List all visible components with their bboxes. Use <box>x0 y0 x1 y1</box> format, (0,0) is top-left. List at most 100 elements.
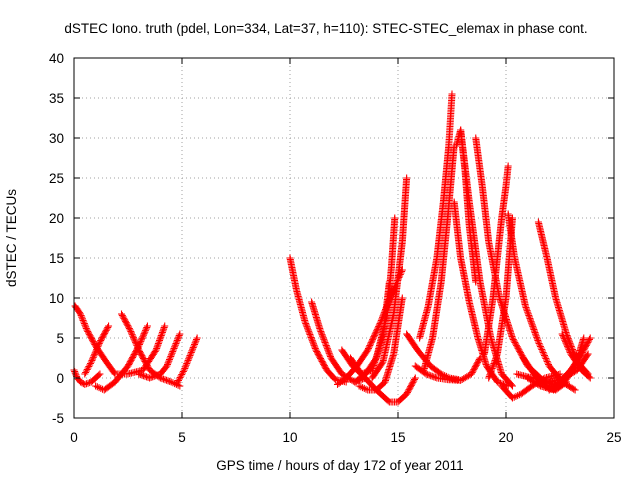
data-point <box>536 343 544 350</box>
data-point <box>372 328 380 336</box>
data-point <box>424 371 432 379</box>
data-point <box>71 368 79 376</box>
y-tick-label: 30 <box>49 131 64 146</box>
data-point <box>163 376 171 384</box>
series-19 <box>420 142 458 374</box>
data-point <box>369 336 377 344</box>
data-point <box>514 392 522 400</box>
data-point <box>127 329 135 337</box>
data-point <box>439 371 447 379</box>
data-point <box>384 397 392 405</box>
data-point <box>143 322 151 330</box>
data-point <box>366 342 374 350</box>
data-point <box>93 344 101 352</box>
data-point <box>528 321 536 329</box>
data-point <box>163 362 171 370</box>
data-point <box>485 372 493 380</box>
data-point <box>95 341 103 349</box>
data-point <box>559 333 567 341</box>
data-point <box>403 174 411 182</box>
data-point <box>486 369 494 377</box>
data-point <box>537 344 545 352</box>
data-point <box>161 376 169 384</box>
data-point <box>302 321 310 329</box>
data-point <box>131 338 139 346</box>
data-point <box>585 335 593 343</box>
data-point <box>149 373 157 381</box>
data-point <box>430 373 438 381</box>
data-point <box>357 383 365 391</box>
data-point <box>181 363 189 371</box>
series-14 <box>368 174 411 382</box>
data-point <box>76 309 84 317</box>
data-point <box>187 348 195 356</box>
data-point <box>513 343 521 351</box>
data-point <box>528 319 536 327</box>
data-point <box>93 346 101 354</box>
y-tick-label: 40 <box>49 51 64 66</box>
data-point <box>156 335 164 343</box>
data-point <box>139 372 147 380</box>
data-point <box>485 374 493 382</box>
data-point <box>85 363 93 370</box>
data-point <box>119 313 127 321</box>
data-point <box>158 330 166 338</box>
data-point <box>319 332 327 340</box>
data-point <box>534 336 542 344</box>
data-point <box>371 331 379 339</box>
data-point <box>487 368 495 376</box>
data-point <box>322 340 330 348</box>
data-point <box>307 332 315 340</box>
data-point <box>85 329 93 337</box>
data-point <box>584 350 592 358</box>
data-point <box>192 336 200 344</box>
data-point <box>137 336 145 344</box>
data-point <box>153 371 161 379</box>
data-point <box>526 315 534 323</box>
data-point <box>171 380 179 388</box>
data-point <box>369 334 377 342</box>
data-point <box>191 340 199 348</box>
data-point <box>409 378 417 386</box>
data-point <box>164 359 172 367</box>
data-point <box>97 335 105 343</box>
data-point <box>320 335 328 343</box>
data-point <box>96 338 104 346</box>
data-point <box>147 373 155 381</box>
data-point <box>489 363 497 371</box>
data-point <box>529 322 537 330</box>
data-point <box>556 370 564 378</box>
data-point <box>364 345 372 353</box>
data-point <box>77 312 85 320</box>
data-point <box>564 344 572 352</box>
data-point <box>193 334 201 342</box>
data-point <box>76 310 84 318</box>
data-point <box>585 337 593 345</box>
data-point <box>183 358 191 366</box>
x-tick-label: 20 <box>498 430 513 445</box>
data-point <box>493 378 501 386</box>
data-point <box>191 339 199 347</box>
data-point <box>580 346 588 354</box>
data-point <box>104 323 112 331</box>
data-point <box>121 316 129 324</box>
data-point <box>105 322 113 330</box>
data-point <box>492 353 500 361</box>
data-point <box>185 355 193 363</box>
data-point <box>316 326 324 334</box>
series-13 <box>355 294 406 394</box>
data-point <box>185 353 193 361</box>
series-18 <box>416 90 456 342</box>
data-point <box>531 329 539 337</box>
data-point <box>470 366 478 374</box>
data-point <box>166 354 174 362</box>
data-point <box>89 353 97 361</box>
data-point <box>82 369 90 376</box>
data-point <box>512 392 520 400</box>
y-tick-label: 25 <box>49 171 64 186</box>
data-point <box>540 350 548 358</box>
data-point <box>373 325 381 333</box>
data-point <box>302 320 310 328</box>
y-tick-label: 15 <box>49 251 64 266</box>
